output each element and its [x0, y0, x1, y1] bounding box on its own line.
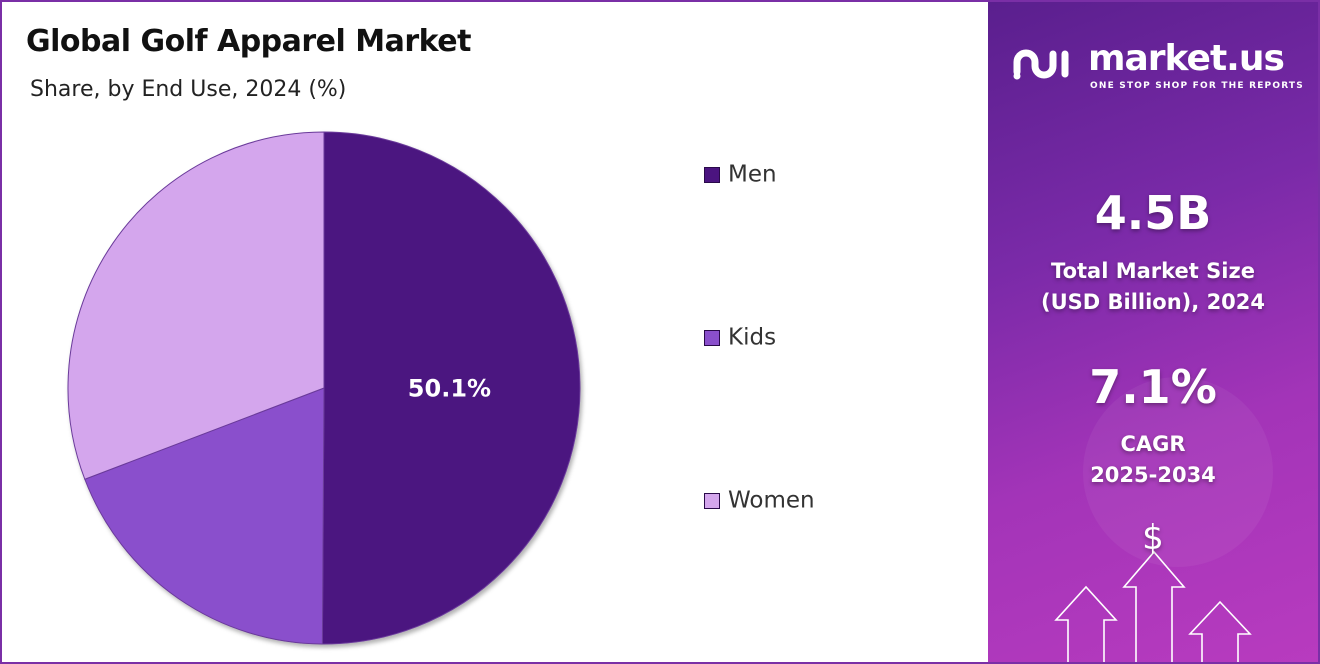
legend-swatch-women: [704, 492, 720, 509]
legend-item-women: Women: [704, 486, 815, 515]
chart-title: Global Golf Apparel Market: [26, 24, 471, 59]
legend-label-kids: Kids: [728, 324, 777, 351]
arrows-graphic: [1054, 377, 1273, 662]
legend-item-kids: Kids: [704, 323, 776, 352]
chart-subtitle: Share, by End Use, 2024 (%): [30, 77, 347, 102]
data-label-men: 50.1%: [408, 374, 491, 402]
logo-name: market.us: [1088, 38, 1285, 79]
cagr-value: 7.1%: [1089, 360, 1217, 414]
legend-item-men: Men: [704, 160, 777, 189]
pie-slice-kids: [84, 387, 325, 645]
legend-label-men: Men: [728, 161, 777, 188]
pie-slice-men: [321, 131, 581, 645]
market-us-logo: market.us ONE STOP SHOP FOR THE REPORTS: [1012, 38, 1304, 96]
market-size-value: 4.5B: [1094, 186, 1212, 240]
dollar-icon: $: [1142, 518, 1164, 558]
logo-mark-icon: [1013, 49, 1069, 80]
legend-swatch-men: [704, 166, 720, 183]
info-panel: market.us ONE STOP SHOP FOR THE REPORTS …: [988, 2, 1318, 662]
pie-slice-women: [67, 131, 325, 480]
market-size-label-1: Total Market Size: [1051, 259, 1255, 283]
market-size-label-2: (USD Billion), 2024: [1040, 290, 1266, 314]
cagr-label: CAGR: [1120, 432, 1186, 456]
cagr-period: 2025-2034: [1090, 463, 1216, 487]
logo-tagline: ONE STOP SHOP FOR THE REPORTS: [1090, 81, 1304, 91]
legend-label-women: Women: [728, 487, 815, 514]
pie-chart: 50.1%: [67, 131, 581, 645]
legend-swatch-kids: [704, 329, 720, 346]
